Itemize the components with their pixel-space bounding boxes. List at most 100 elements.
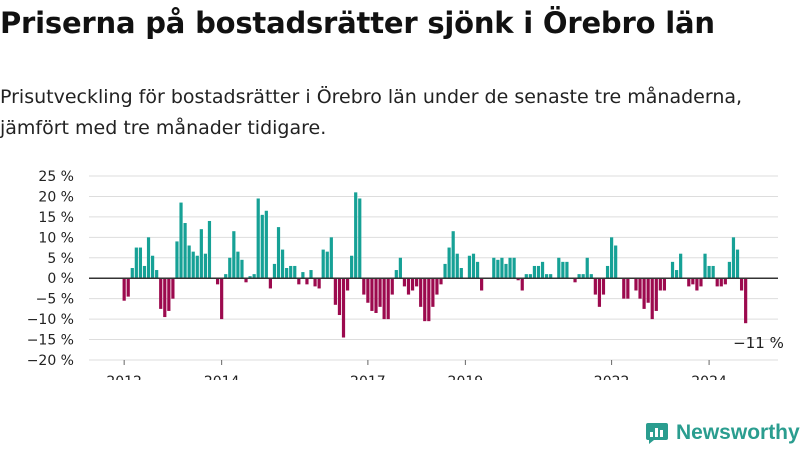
bar (195, 255, 199, 279)
bar (163, 278, 167, 318)
bar (252, 274, 256, 279)
bar (228, 257, 232, 279)
y-tick-label: 0 % (47, 271, 74, 287)
bar (126, 278, 130, 297)
bar (622, 278, 626, 299)
bar (130, 268, 134, 279)
bar (504, 263, 508, 279)
bar (370, 278, 374, 311)
latest-value-label: −11 % (733, 334, 784, 352)
bar (390, 278, 394, 295)
bar (276, 227, 281, 279)
bar (325, 251, 329, 279)
bar (378, 278, 382, 307)
bar (122, 278, 126, 301)
x-tick-label: 2022 (594, 374, 630, 380)
bar (605, 265, 610, 279)
bar (362, 278, 366, 295)
bar (256, 198, 260, 279)
bar (191, 251, 195, 279)
bar (341, 278, 346, 338)
bar (297, 278, 301, 285)
bar (561, 261, 565, 279)
bar (301, 272, 305, 279)
bar (711, 265, 715, 279)
x-tick-label: 2014 (204, 374, 240, 380)
y-tick-label: −20 % (27, 353, 74, 369)
bar (585, 257, 589, 279)
bar (512, 257, 516, 279)
bar (402, 278, 407, 287)
bar (386, 278, 390, 320)
bar (459, 268, 463, 279)
bar (406, 278, 411, 295)
bar (410, 278, 415, 291)
bar (524, 274, 528, 279)
x-tick-label: 2012 (106, 374, 142, 380)
bar (508, 257, 512, 279)
bar (739, 278, 744, 291)
bar (321, 249, 325, 279)
bar (455, 253, 459, 279)
bar (374, 278, 378, 313)
bar (549, 274, 553, 279)
bar (662, 278, 667, 291)
bar (715, 278, 719, 287)
bar (557, 257, 561, 279)
bar (601, 278, 606, 295)
y-tick-label: 20 % (38, 189, 74, 205)
x-tick-label: 2024 (691, 374, 727, 380)
bar (727, 261, 731, 279)
bar (735, 249, 740, 279)
bar (427, 278, 431, 322)
bar (638, 278, 642, 299)
bar (646, 278, 650, 303)
bar (545, 274, 549, 279)
bar (272, 263, 277, 279)
bar (492, 257, 496, 279)
x-tick-label: 2019 (448, 374, 484, 380)
bar (358, 198, 362, 279)
bar (419, 278, 423, 307)
bar (475, 261, 480, 279)
bar (203, 253, 208, 279)
bar (171, 278, 175, 299)
bar (626, 278, 630, 299)
bar (650, 278, 654, 320)
bar (719, 278, 723, 287)
bar (581, 274, 585, 279)
brand-logo: Newsworthy (645, 419, 800, 447)
bar (179, 202, 183, 279)
bar (443, 263, 447, 279)
y-tick-label: −10 % (27, 312, 74, 328)
bar (723, 278, 727, 285)
bar (415, 278, 419, 287)
page-title: Priserna på bostadsrätter sjönk i Örebro… (0, 6, 715, 40)
bar (313, 278, 317, 287)
bar (134, 247, 138, 279)
bar (175, 241, 179, 279)
bar (138, 247, 143, 279)
bar (654, 278, 658, 311)
newsworthy-logo-icon (646, 423, 668, 444)
bar (220, 278, 224, 320)
bar (142, 265, 147, 279)
bar (577, 274, 581, 279)
bar (199, 229, 203, 279)
bar (264, 210, 268, 279)
bar (540, 261, 545, 279)
bar (285, 268, 289, 279)
bar (597, 278, 602, 307)
bar (329, 237, 333, 279)
bar (447, 247, 451, 279)
bar (695, 278, 699, 291)
bar (528, 274, 532, 279)
bar (183, 223, 187, 279)
bar (451, 231, 455, 279)
bar (289, 265, 293, 279)
bar (240, 259, 244, 279)
bar (634, 278, 638, 291)
bar (260, 214, 264, 279)
bar (565, 261, 569, 279)
y-tick-label: −15 % (27, 333, 74, 349)
